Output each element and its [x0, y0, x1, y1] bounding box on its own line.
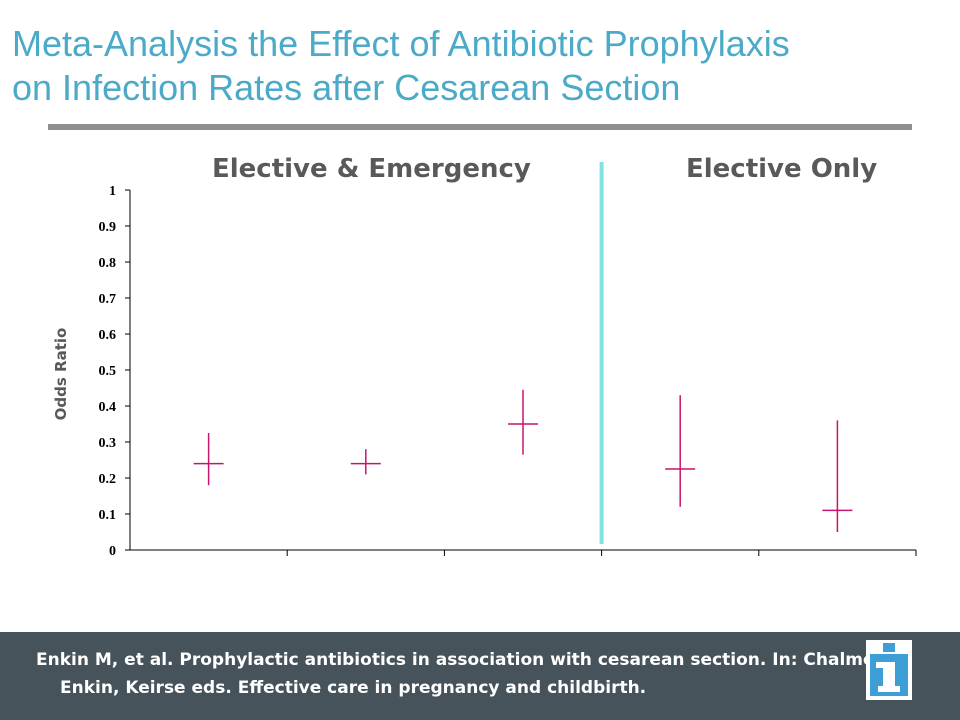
y-tick-label: 0.1 — [99, 508, 117, 523]
title-underline — [48, 124, 912, 130]
citation: Enkin M, et al. Prophylactic antibiotics… — [36, 646, 916, 702]
y-axis-title: Odds Ratio — [52, 328, 70, 421]
title-line-2: on Infection Rates after Cesarean Sectio… — [12, 67, 681, 108]
panel-label-elective-emergency: Elective & Emergency — [212, 154, 531, 184]
y-tick-label: 1 — [109, 184, 116, 199]
slide-title: Meta-Analysis the Effect of Antibiotic P… — [12, 22, 952, 110]
y-tick-label: 0.4 — [99, 400, 117, 415]
y-tick-label: 0.8 — [99, 256, 117, 271]
info-i-icon — [866, 640, 912, 700]
y-tick-label: 0.5 — [99, 364, 117, 379]
footer-bar — [0, 632, 960, 720]
title-line-1: Meta-Analysis the Effect of Antibiotic P… — [12, 23, 790, 64]
y-tick-label: 0.6 — [99, 328, 117, 343]
y-tick-label: 0.9 — [99, 220, 117, 235]
y-tick-label: 0.3 — [99, 436, 117, 451]
y-tick-label: 0.7 — [99, 292, 117, 307]
y-tick-label: 0 — [109, 544, 116, 559]
citation-line-2: Enkin, Keirse eds. Effective care in pre… — [60, 678, 647, 698]
panel-label-elective-only: Elective Only — [686, 154, 878, 184]
odds-ratio-chart: 0 0.1 0.2 0.3 0.4 0.5 0.6 0.7 0.8 0.9 1 Odds Ratio — [52, 162, 917, 559]
y-tick-label: 0.2 — [99, 472, 117, 487]
citation-line-1: Enkin M, et al. Prophylactic antibiotics… — [36, 650, 900, 670]
